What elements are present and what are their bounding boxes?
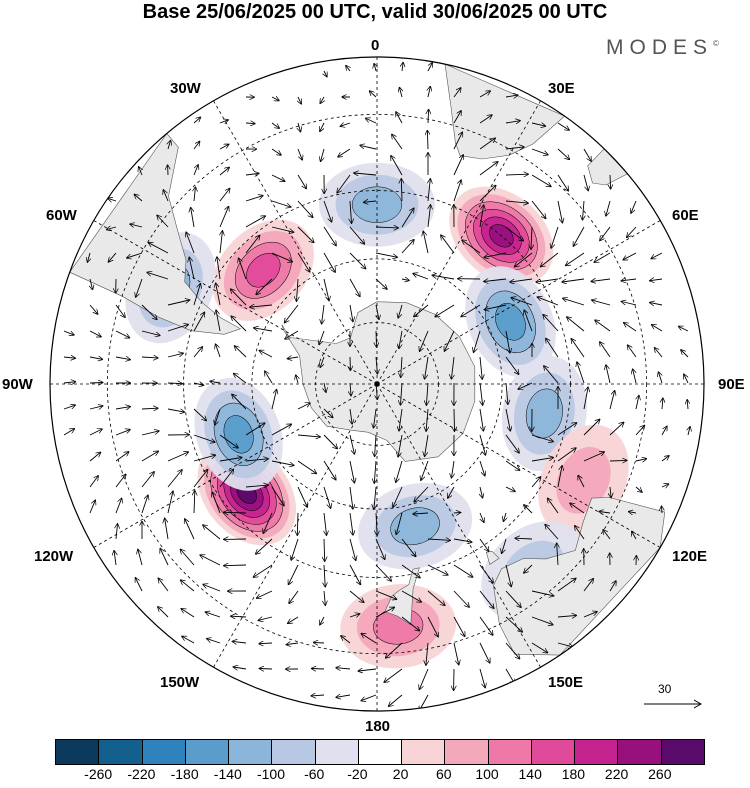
lon-label-30e: 30E <box>548 80 575 97</box>
colorbar-tick-label: -220 <box>127 766 155 782</box>
lon-label-120w: 120W <box>34 548 73 565</box>
lon-label-180: 180 <box>365 718 390 735</box>
colorbar-cell <box>618 740 661 764</box>
colorbar-tick-label: 20 <box>393 766 409 782</box>
lon-label-90e: 90E <box>718 376 745 393</box>
colorbar-cell <box>229 740 272 764</box>
colorbar-cell <box>575 740 618 764</box>
wind-vector <box>376 331 377 347</box>
anomaly-contour <box>352 187 402 223</box>
wind-vector <box>312 669 324 670</box>
lon-label-60e: 60E <box>672 207 699 224</box>
colorbar-tick-label: 180 <box>562 766 585 782</box>
wind-vector <box>90 383 103 384</box>
colorbar-tick-label: -60 <box>304 766 324 782</box>
colorbar-tick-label: 140 <box>519 766 542 782</box>
reference-vector-label: 30 <box>658 682 671 696</box>
colorbar-tick-label: 60 <box>436 766 452 782</box>
colorbar-cell <box>445 740 488 764</box>
colorbar-tick-label: -260 <box>84 766 112 782</box>
colorbar-tick-label: 260 <box>648 766 671 782</box>
lon-label-30w: 30W <box>170 80 201 97</box>
lon-label-150w: 150W <box>160 674 199 691</box>
colorbar-tick-label: -140 <box>214 766 242 782</box>
colorbar-cell <box>402 740 445 764</box>
reference-vector-arrow <box>640 696 710 712</box>
colorbar-cell <box>99 740 142 764</box>
wind-vector <box>427 131 428 149</box>
colorbar-tick-label: -180 <box>171 766 199 782</box>
wind-vector <box>662 506 663 513</box>
colorbar-tick-label: -100 <box>257 766 285 782</box>
wind-vector <box>610 460 627 461</box>
map-disk <box>50 57 704 711</box>
lon-label-60w: 60W <box>46 207 77 224</box>
colorbar-cell <box>186 740 229 764</box>
lon-label-90w: 90W <box>2 376 33 393</box>
colorbar-cell <box>359 740 402 764</box>
wind-vector <box>314 642 324 643</box>
wind-vector <box>260 669 272 670</box>
wind-vector <box>246 123 255 124</box>
colorbar <box>55 739 705 765</box>
colorbar-tick-label: -20 <box>347 766 367 782</box>
colorbar-tick-label: 220 <box>605 766 628 782</box>
colorbar-tick-label: 100 <box>475 766 498 782</box>
colorbar-cell <box>56 740 99 764</box>
colorbar-cell <box>272 740 315 764</box>
lon-label-150e: 150E <box>548 674 583 691</box>
wind-vector <box>454 513 460 514</box>
colorbar-cell <box>662 740 704 764</box>
colorbar-cell <box>489 740 532 764</box>
south-pole-marker <box>375 382 380 387</box>
colorbar-cell <box>532 740 575 764</box>
colorbar-cell <box>316 740 359 764</box>
wind-vector <box>168 383 182 384</box>
wind-vector <box>428 110 429 123</box>
lon-label-0: 0 <box>371 37 379 54</box>
lon-label-120e: 120E <box>672 548 707 565</box>
wind-vector <box>610 175 611 189</box>
wind-vector <box>454 409 455 431</box>
colorbar-cell <box>143 740 186 764</box>
